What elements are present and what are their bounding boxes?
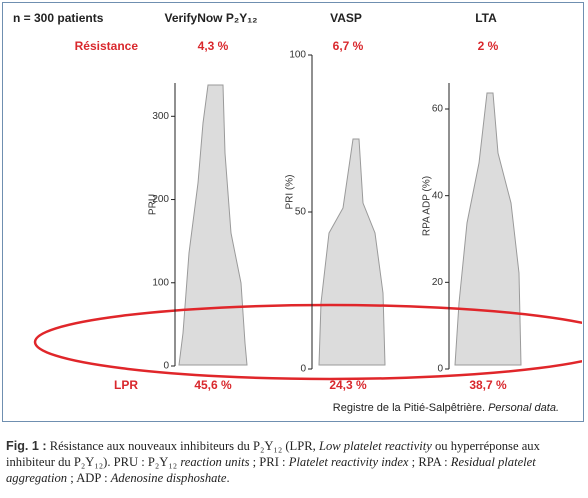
panel-title: VASP [330, 11, 362, 25]
y-tick-label: 0 [163, 361, 169, 372]
panel-title: VerifyNow P₂Y₁₂ [165, 11, 258, 25]
y-tick-label: 100 [289, 50, 306, 61]
y-tick-label: 40 [432, 190, 444, 201]
caption-text: ; PRI : [249, 455, 289, 469]
swarm-cloud [178, 84, 248, 366]
lpr-label: LPR [114, 378, 138, 392]
y-tick-label: 100 [152, 277, 169, 288]
caption-text: Residual platelet aggregation [6, 455, 536, 485]
source-note: Registre de la Pitié-Salpêtrière. Person… [333, 402, 559, 414]
caption-text: Adenosine disphoshate [110, 471, 227, 485]
caption-text: Platelet reactivity index [288, 455, 409, 469]
lpr-ellipse [33, 303, 582, 381]
y-tick-label: 60 [432, 104, 444, 115]
caption-text: reaction units [180, 455, 250, 469]
y-tick-label: 200 [152, 194, 169, 205]
figure-plot: n = 300 patients Résistance LPR Registre… [13, 11, 582, 414]
lpr-value: 45,6 % [194, 378, 232, 392]
resistance-label: Résistance [75, 39, 139, 53]
lpr-value: 24,3 % [329, 378, 367, 392]
y-axis-label: PRU [148, 194, 159, 215]
figure-frame: n = 300 patients Résistance LPR Registre… [2, 2, 584, 422]
caption-text: Résistance aux nouveaux inhibiteurs du P… [46, 439, 319, 453]
caption: Fig. 1 : Résistance aux nouveaux inhibit… [6, 438, 582, 486]
caption-label: Fig. 1 : [6, 439, 47, 453]
swarm-cloud [454, 92, 522, 366]
caption-text: ; RPA : [408, 455, 451, 469]
y-tick-label: 300 [152, 111, 169, 122]
y-axis-label: RPA ADP (%) [422, 176, 433, 236]
y-tick-label: 0 [300, 364, 306, 375]
y-axis-label: PRI (%) [285, 175, 296, 210]
panel-title: LTA [475, 11, 497, 25]
y-tick-label: 20 [432, 277, 444, 288]
y-tick-label: 50 [295, 207, 307, 218]
resistance-value: 4,3 % [198, 39, 229, 53]
sample-size: n = 300 patients [13, 11, 104, 25]
source-text: Registre de la Pitié-Salpêtrière. [333, 402, 488, 414]
source-text: Personal data. [488, 402, 559, 414]
caption-text: Low platelet reactivity [318, 439, 432, 453]
y-tick-label: 0 [437, 364, 443, 375]
caption-text: ou hyperréponse aux inhibiteur du P₂Y₁₂)… [6, 439, 540, 469]
resistance-value: 2 % [478, 39, 499, 53]
caption-text: ; ADP : [67, 471, 111, 485]
lpr-value: 38,7 % [469, 378, 507, 392]
caption-text: . [226, 471, 230, 485]
resistance-value: 6,7 % [333, 39, 364, 53]
swarm-cloud [318, 138, 386, 366]
